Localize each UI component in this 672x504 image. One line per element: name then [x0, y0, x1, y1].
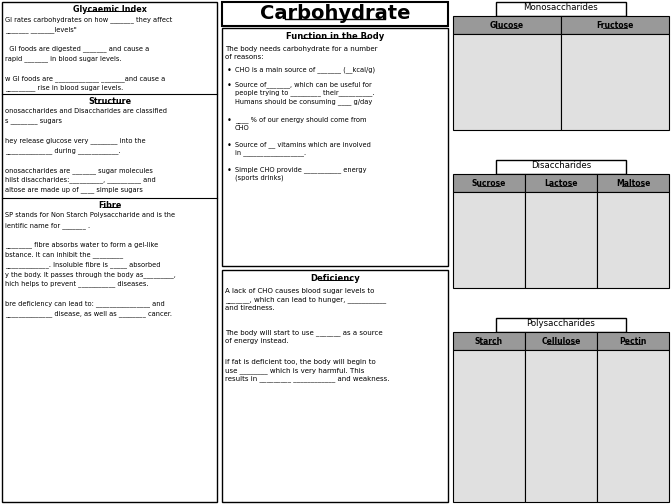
- Text: •: •: [227, 141, 232, 150]
- Text: Lactose: Lactose: [544, 178, 578, 187]
- Text: ientific name for _______ .: ientific name for _______ .: [5, 222, 90, 228]
- Bar: [222, 28, 448, 266]
- Bar: [2, 2, 217, 502]
- Text: Source of __ vitamins which are involved
in __________________.: Source of __ vitamins which are involved…: [235, 141, 371, 157]
- Text: ______________ during ____________.: ______________ during ____________.: [5, 147, 121, 154]
- Text: •: •: [227, 116, 232, 125]
- Text: ____ % of our energy should come from
CHO: ____ % of our energy should come from CH…: [235, 116, 366, 131]
- Text: The body needs carbohydrate for a number
of reasons:: The body needs carbohydrate for a number…: [225, 46, 378, 60]
- Text: if fat is deficient too, the body will begin to
use ________ which is very harmf: if fat is deficient too, the body will b…: [225, 359, 390, 383]
- Text: ______________ disease, as well as ________ cancer.: ______________ disease, as well as _____…: [5, 310, 172, 317]
- Text: Monosaccharides: Monosaccharides: [523, 3, 598, 12]
- Text: •: •: [227, 166, 232, 175]
- Text: onosaccharides are _______ sugar molecules: onosaccharides are _______ sugar molecul…: [5, 167, 153, 173]
- Bar: [525, 350, 597, 502]
- Bar: [561, 16, 669, 34]
- Text: A lack of CHO causes blood sugar levels to
_______, which can lead to hunger, __: A lack of CHO causes blood sugar levels …: [225, 288, 386, 311]
- Text: Simple CHO provide ___________ energy
(sports drinks): Simple CHO provide ___________ energy (s…: [235, 166, 366, 181]
- Text: Carbohydrate: Carbohydrate: [260, 4, 410, 23]
- Bar: [597, 192, 669, 288]
- Bar: [525, 174, 597, 192]
- Text: _____________. Insoluble fibre is _____ absorbed: _____________. Insoluble fibre is _____ …: [5, 261, 161, 268]
- Bar: [453, 174, 525, 192]
- Text: •: •: [227, 81, 232, 90]
- Bar: [525, 192, 597, 288]
- Bar: [222, 270, 448, 502]
- Text: Fructose: Fructose: [596, 21, 634, 30]
- Bar: [453, 350, 525, 502]
- Bar: [496, 2, 626, 16]
- Text: w GI foods are _____________ _______and cause a: w GI foods are _____________ _______and …: [5, 75, 165, 82]
- Text: hich helps to prevent ___________ diseases.: hich helps to prevent ___________ diseas…: [5, 281, 149, 287]
- Text: Cellulose: Cellulose: [542, 337, 581, 346]
- Text: hilst disaccharides:__________, __________ and: hilst disaccharides:__________, ________…: [5, 176, 156, 183]
- Text: _______ _______levels": _______ _______levels": [5, 26, 77, 33]
- Text: Maltose: Maltose: [616, 178, 650, 187]
- Bar: [222, 2, 448, 26]
- Bar: [453, 34, 561, 130]
- Bar: [453, 332, 525, 350]
- Text: GI foods are digested _______ and cause a: GI foods are digested _______ and cause …: [5, 45, 149, 52]
- Text: Starch: Starch: [475, 337, 503, 346]
- Text: Deficiency: Deficiency: [310, 274, 360, 283]
- Text: s ________ sugars: s ________ sugars: [5, 118, 62, 124]
- Text: bstance. It can inhibit the _________: bstance. It can inhibit the _________: [5, 251, 123, 258]
- Text: ________ fibre absorbs water to form a gel-like: ________ fibre absorbs water to form a g…: [5, 241, 158, 248]
- Text: Disaccharides: Disaccharides: [531, 161, 591, 170]
- Text: •: •: [227, 66, 232, 75]
- Text: Function in the Body: Function in the Body: [286, 32, 384, 41]
- Bar: [496, 318, 626, 332]
- Text: hey release glucose very ________ into the: hey release glucose very ________ into t…: [5, 138, 146, 144]
- Bar: [597, 174, 669, 192]
- Bar: [453, 192, 525, 288]
- Text: Fibre: Fibre: [98, 201, 122, 210]
- Text: Glycaemic Index: Glycaemic Index: [73, 5, 147, 14]
- Bar: [597, 332, 669, 350]
- Text: Glucose: Glucose: [490, 21, 524, 30]
- Text: rapid _______ in blood sugar levels.: rapid _______ in blood sugar levels.: [5, 55, 122, 62]
- Text: Pectin: Pectin: [620, 337, 646, 346]
- Text: GI rates carbohydrates on how _______ they affect: GI rates carbohydrates on how _______ th…: [5, 16, 172, 23]
- Text: Polysaccharides: Polysaccharides: [527, 319, 595, 328]
- Bar: [597, 350, 669, 502]
- Text: Sucrose: Sucrose: [472, 178, 506, 187]
- Text: onosaccharides and Disaccharides are classified: onosaccharides and Disaccharides are cla…: [5, 108, 167, 114]
- Bar: [561, 34, 669, 130]
- Text: The body will start to use _______ as a source
of energy instead.: The body will start to use _______ as a …: [225, 329, 382, 344]
- Text: _________ rise in blood sugar levels.: _________ rise in blood sugar levels.: [5, 85, 123, 91]
- Text: altose are made up of ____ simple sugars: altose are made up of ____ simple sugars: [5, 186, 143, 193]
- Text: Structure: Structure: [89, 97, 132, 106]
- Bar: [496, 160, 626, 174]
- Text: CHO is a main source of _______ (__kcal/g): CHO is a main source of _______ (__kcal/…: [235, 66, 375, 73]
- Text: SP stands for Non Starch Polysaccharide and is the: SP stands for Non Starch Polysaccharide …: [5, 212, 175, 218]
- Bar: [525, 332, 597, 350]
- Text: y the body. It passes through the body as_________,: y the body. It passes through the body a…: [5, 271, 176, 278]
- Text: bre deficiency can lead to: ________________ and: bre deficiency can lead to: ____________…: [5, 300, 165, 307]
- Text: Source of_______, which can be useful for
people trying to _________ their______: Source of_______, which can be useful fo…: [235, 81, 374, 105]
- Bar: [453, 16, 561, 34]
